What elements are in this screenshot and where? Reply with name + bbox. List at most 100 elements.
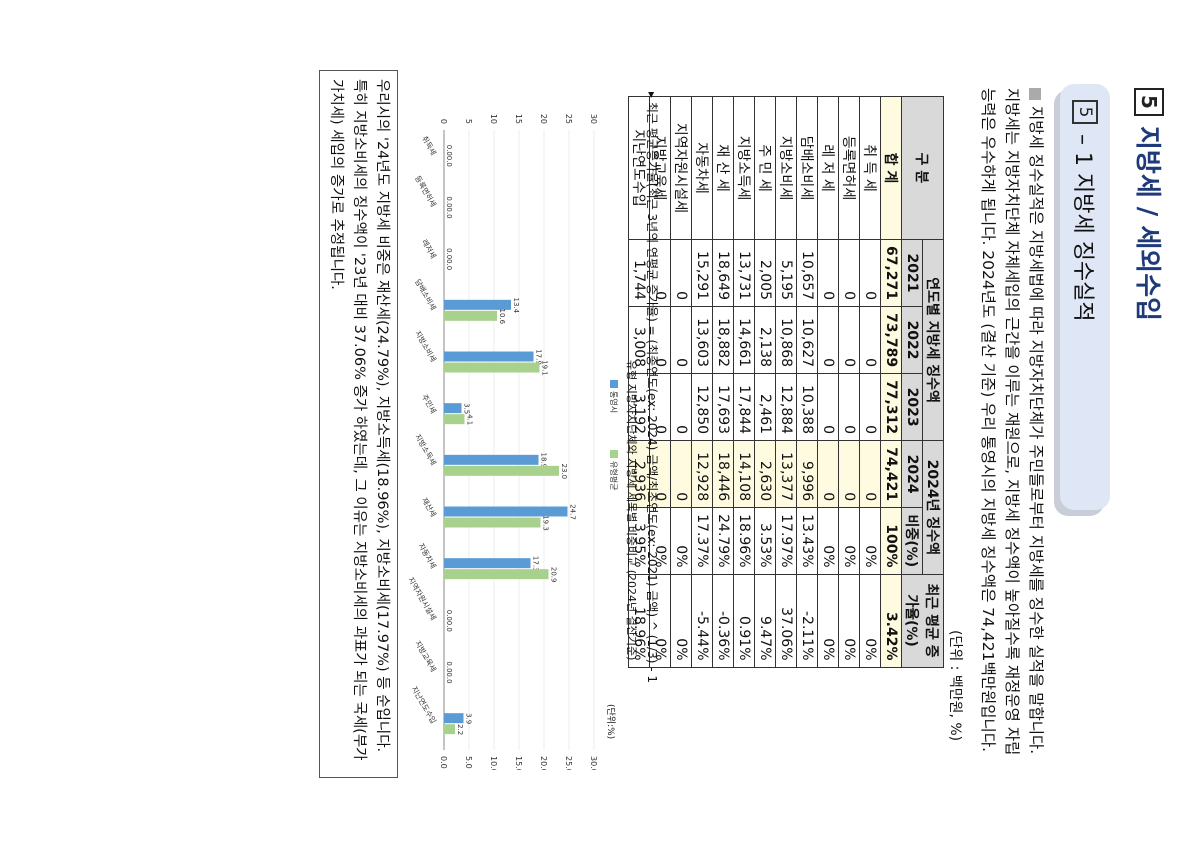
subsection-number: 5 bbox=[1072, 100, 1098, 124]
row-value: -0.36% bbox=[712, 574, 734, 668]
table-row: 지방소비세 5,195 10,868 12,884 13,377 17.97% 37.06% bbox=[775, 96, 797, 668]
y-tick-label-right: 15.0 bbox=[514, 756, 523, 770]
header-recent-growth: 최근 평균 증가율(%) bbox=[901, 574, 944, 668]
category-label: 등록면허세 bbox=[413, 174, 439, 209]
row-value: 74,421 bbox=[880, 440, 902, 508]
category-label: 담배소비세 bbox=[413, 277, 439, 312]
row-value: 5,195 bbox=[775, 239, 797, 307]
row-label: 자동차세 bbox=[691, 96, 713, 240]
row-value: 12,850 bbox=[691, 373, 713, 441]
y-tick-label: 0 bbox=[439, 119, 448, 124]
table-row: 등록면허세 0 0 0 0 0% 0% bbox=[838, 96, 860, 668]
bar bbox=[444, 362, 540, 373]
row-value: 0% bbox=[859, 507, 881, 575]
row-value: 17.97% bbox=[775, 507, 797, 575]
row-label: 레 저 세 bbox=[817, 96, 839, 240]
bar bbox=[444, 713, 464, 724]
row-value: 13,377 bbox=[775, 440, 797, 508]
data-label: 0.0 bbox=[445, 248, 453, 259]
row-value: 10,868 bbox=[775, 306, 797, 374]
row-value: 0.91% bbox=[733, 574, 755, 668]
row-value: 18,882 bbox=[712, 306, 734, 374]
legend-swatch bbox=[610, 450, 618, 458]
table-body: 합 계 67,271 73,789 77,312 74,421 100% 3.42% 취 득 … bbox=[628, 96, 902, 668]
data-label: 2.2 bbox=[456, 724, 464, 735]
y-tick-label-right: 25.0 bbox=[564, 756, 573, 770]
row-value: 17,693 bbox=[712, 373, 734, 441]
row-value: 14,108 bbox=[733, 440, 755, 508]
table-unit-note: (단위 : 백만원, %) bbox=[947, 630, 963, 742]
row-value: 0 bbox=[838, 373, 860, 441]
legend-swatch bbox=[610, 380, 618, 388]
y-tick-label: 20 bbox=[539, 114, 548, 124]
section-title: 지방세 / 세외수입 bbox=[1132, 126, 1162, 322]
header-year-2021: 2021 bbox=[901, 239, 923, 307]
data-label: 19.3 bbox=[542, 515, 550, 531]
row-value: 17,844 bbox=[733, 373, 755, 441]
category-label: 레저세 bbox=[420, 238, 438, 261]
row-value: 0% bbox=[838, 507, 860, 575]
bar bbox=[444, 299, 511, 310]
category-label: 자동차세 bbox=[416, 542, 438, 570]
y-tick-label: 25 bbox=[564, 114, 573, 124]
header-category: 구 분 bbox=[901, 96, 944, 240]
y-tick-label: 15 bbox=[514, 114, 523, 124]
row-label: 지방소득세 bbox=[733, 96, 755, 240]
legend-label: 유형평균 bbox=[609, 461, 619, 490]
y-tick-label: 30 bbox=[589, 114, 598, 124]
row-value: 67,271 bbox=[880, 239, 902, 307]
y-tick-label: 10 bbox=[489, 114, 498, 124]
table-row: 레 저 세 0 0 0 0 0% 0% bbox=[817, 96, 839, 668]
data-label: 19.1 bbox=[541, 360, 549, 376]
table-row: 지역자원시설세 0 0 0 0 0% 0% bbox=[670, 96, 692, 668]
header-2024-group: 2024년 징수액 bbox=[922, 440, 944, 575]
row-value: 0 bbox=[838, 306, 860, 374]
row-value: 18.96% bbox=[733, 507, 755, 575]
summary-box: 우리시의 '24년도 지방세 비중은 재산세(24.79%), 지방소득세(18… bbox=[319, 70, 398, 778]
legend-label: 통영시 bbox=[609, 391, 619, 413]
y-tick-label-right: 30.0 bbox=[589, 756, 598, 770]
data-label: 13.4 bbox=[512, 298, 520, 314]
section-heading: 5 지방세 / 세외수입 bbox=[1131, 88, 1168, 321]
row-label: 등록면허세 bbox=[838, 96, 860, 240]
bullet-square-icon bbox=[1029, 88, 1042, 100]
y-tick-label-right: 0.0 bbox=[439, 756, 448, 769]
row-value: 13.43% bbox=[796, 507, 818, 575]
row-value: 18,446 bbox=[712, 440, 734, 508]
subsection-title: – 1 지방세 징수실적 bbox=[1070, 134, 1095, 322]
row-value: 3.42% bbox=[880, 574, 902, 668]
category-label: 재산세 bbox=[420, 496, 439, 519]
row-value: 0% bbox=[817, 507, 839, 575]
row-value: 24.79% bbox=[712, 507, 734, 575]
data-label: 0.0 bbox=[445, 196, 453, 207]
row-label: 담배소비세 bbox=[796, 96, 818, 240]
row-value: 2,461 bbox=[754, 373, 776, 441]
data-label: 0.0 bbox=[445, 661, 453, 672]
bar bbox=[444, 454, 539, 465]
row-value: 0% bbox=[817, 574, 839, 668]
row-value: 0 bbox=[859, 239, 881, 307]
bar bbox=[444, 414, 465, 425]
tax-collection-table: 구 분 연도별 지방세 징수액 2024년 징수액 최근 평균 증가율(%) 2… bbox=[628, 96, 944, 668]
header-yearly-group: 연도별 지방세 징수액 bbox=[922, 239, 944, 441]
category-label: 주민세 bbox=[420, 392, 439, 415]
row-value: 2,630 bbox=[754, 440, 776, 508]
row-value: 0 bbox=[817, 306, 839, 374]
row-value: 14,661 bbox=[733, 306, 755, 374]
category-label: 지역자원시설세 bbox=[406, 575, 439, 622]
data-label: 0.0 bbox=[445, 207, 453, 218]
intro-paragraph: 지방세 징수실적은 지방세법에 따라 지방자치단체가 주민들로부터 지방세를 징… bbox=[976, 88, 1048, 758]
table-row: 합 계 67,271 73,789 77,312 74,421 100% 3.42% bbox=[880, 96, 902, 668]
y-tick-label-right: 5.0 bbox=[464, 756, 473, 769]
data-label: 0.0 bbox=[445, 156, 453, 167]
table-row: 주 민 세 2,005 2,138 2,461 2,630 3.53% 9.47% bbox=[754, 96, 776, 668]
subsection-heading: 5 – 1 지방세 징수실적 bbox=[1060, 84, 1110, 510]
y-tick-label-right: 10.0 bbox=[489, 756, 498, 770]
row-value: 18,649 bbox=[712, 239, 734, 307]
data-label: 18.9 bbox=[540, 453, 548, 469]
row-value: 0 bbox=[670, 239, 692, 307]
row-value: 12,928 bbox=[691, 440, 713, 508]
row-value: 0 bbox=[838, 440, 860, 508]
bar bbox=[444, 506, 568, 517]
row-value: 10,388 bbox=[796, 373, 818, 441]
